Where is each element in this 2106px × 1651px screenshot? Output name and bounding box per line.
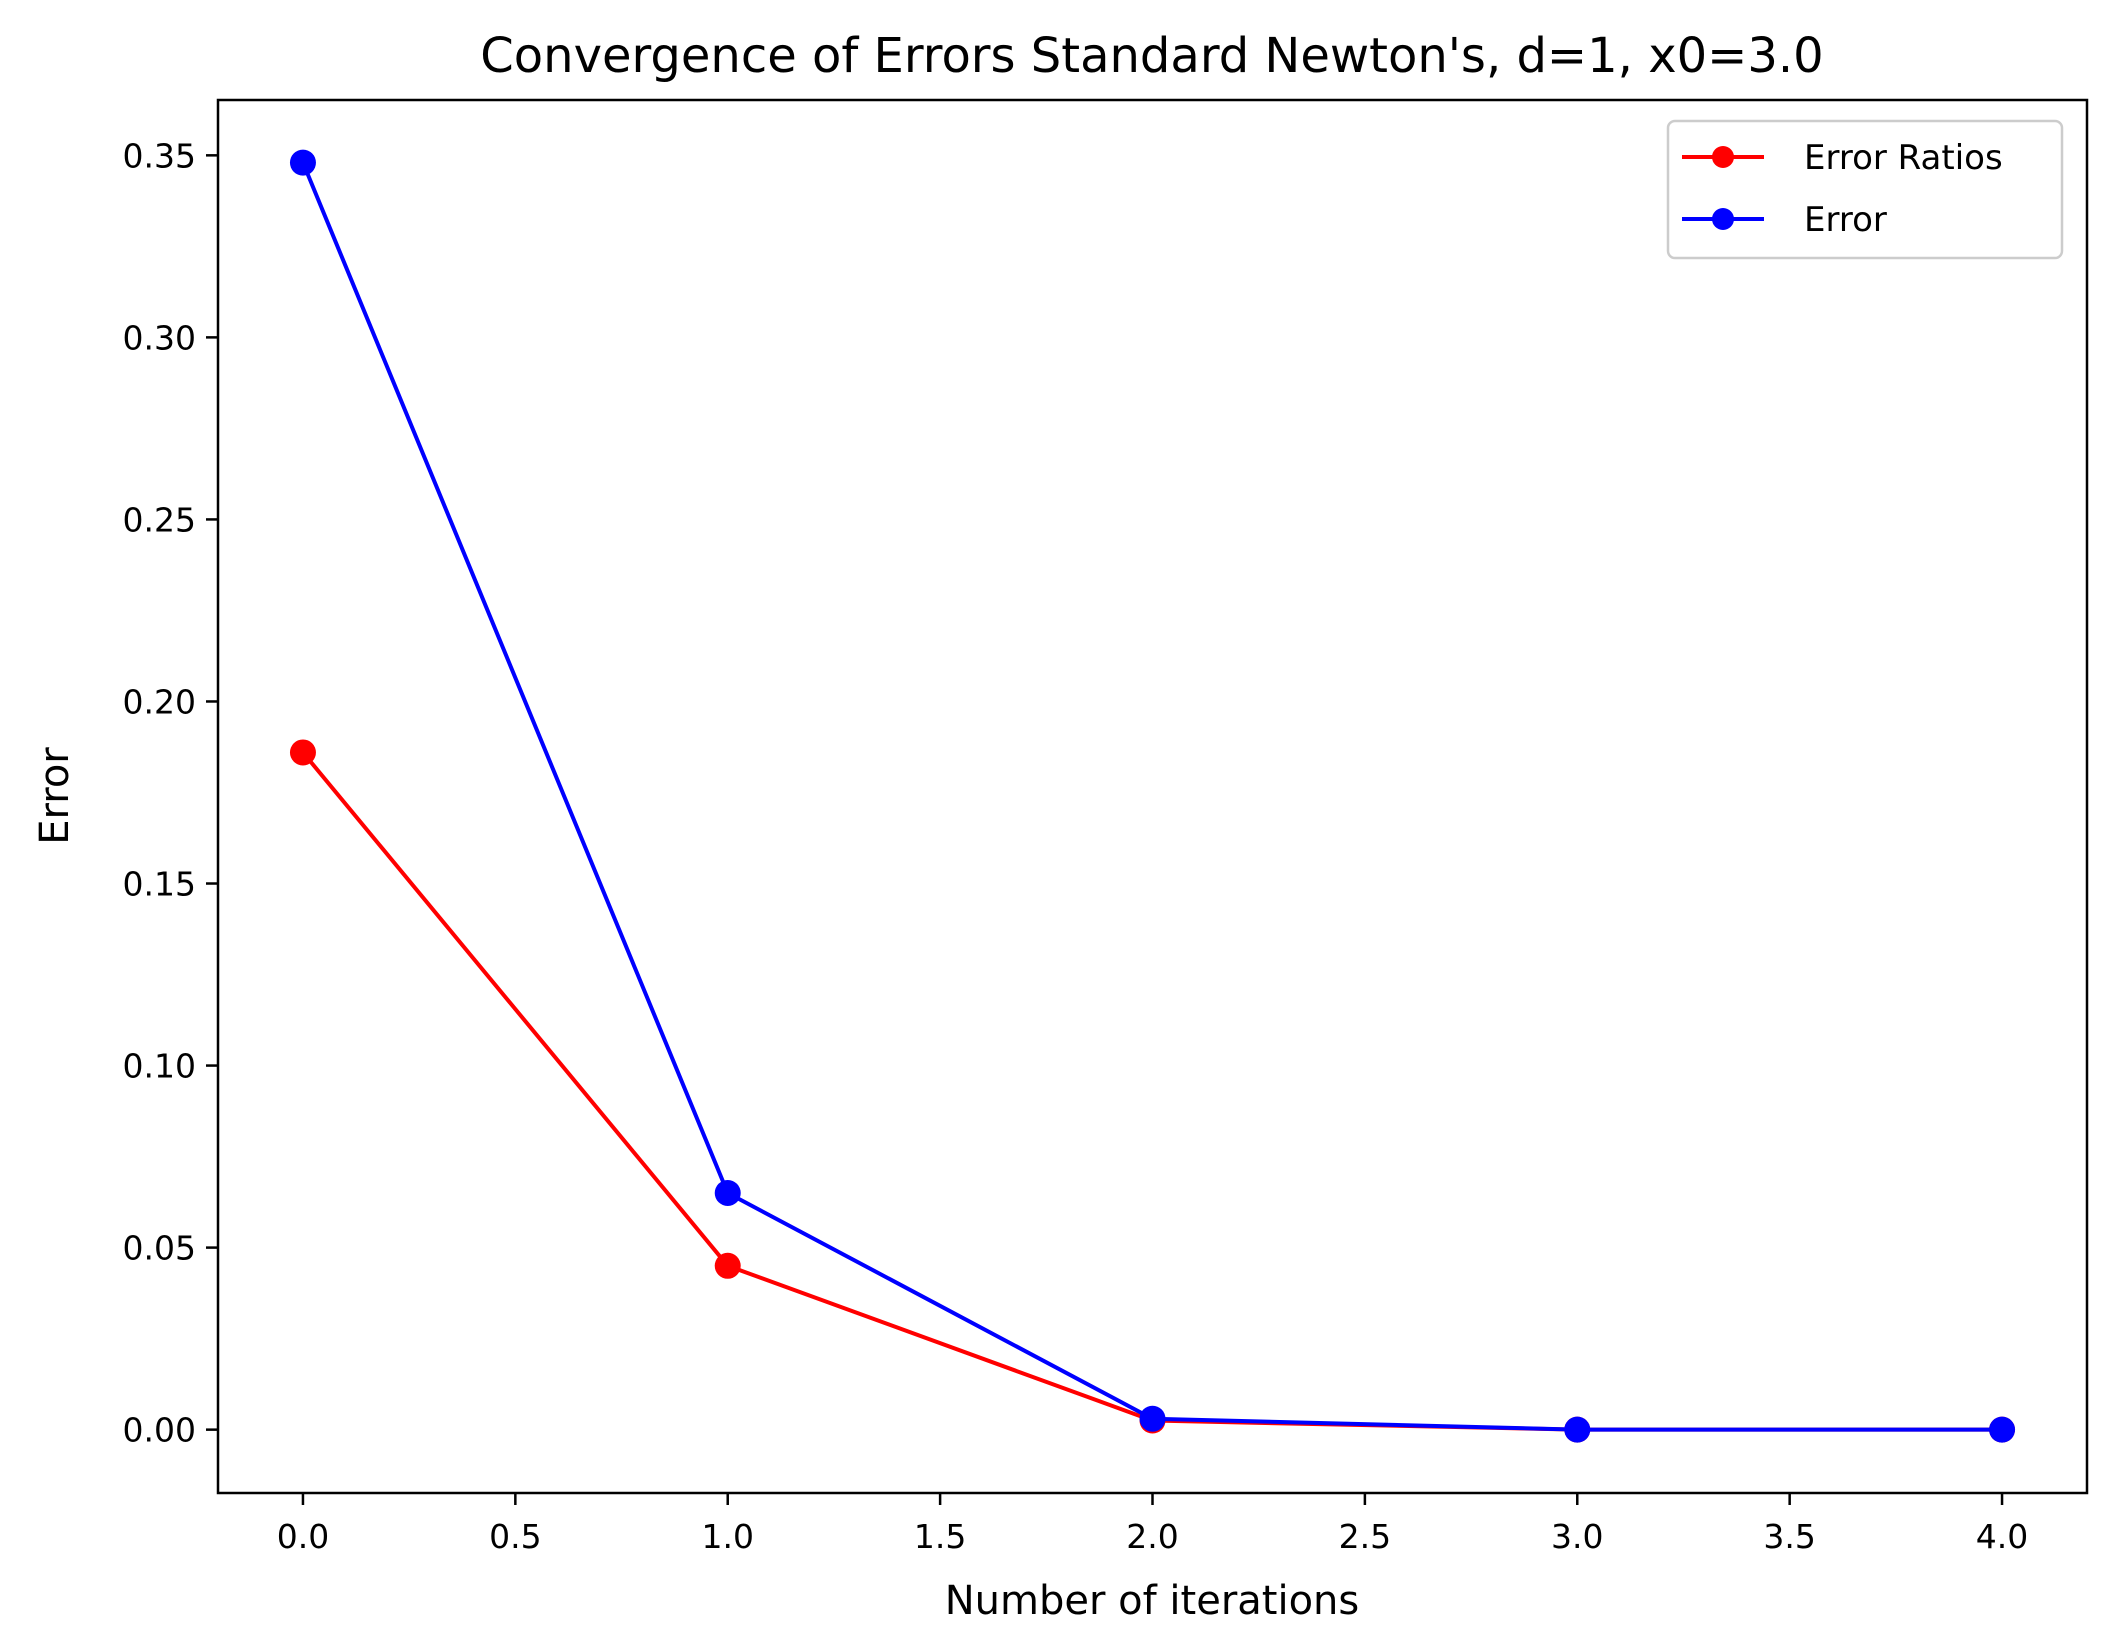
x-tick-label: 0.0 (277, 1517, 329, 1556)
y-tick-label: 0.05 (123, 1229, 196, 1268)
legend-label-error: Error (1804, 200, 1887, 240)
data-point-error (289, 149, 316, 176)
y-axis-label: Error (32, 747, 78, 845)
x-axis-ticks: 0.0 0.5 1.0 1.5 2.0 2.5 3.0 3.5 4.0 (277, 1493, 2028, 1556)
x-tick-label: 1.0 (701, 1517, 753, 1556)
y-tick-label: 0.25 (123, 500, 196, 539)
x-tick-label: 3.5 (1763, 1517, 1815, 1556)
x-axis-label: Number of iterations (945, 1578, 1360, 1624)
legend: Error Ratios Error (1666, 119, 2064, 260)
x-tick-label: 4.0 (1976, 1517, 2028, 1556)
data-point-error (1989, 1416, 2016, 1443)
data-point-error (1564, 1416, 1591, 1443)
y-tick-label: 0.20 (123, 682, 196, 721)
axes-background (218, 100, 2087, 1493)
legend-box (1666, 119, 2064, 260)
axes-frame (216, 98, 2089, 1495)
y-tick-label: 0.00 (123, 1411, 196, 1450)
legend-entry-error-ratios: Error Ratios (1682, 138, 2003, 178)
data-point-error (1139, 1405, 1166, 1432)
y-tick-label: 0.30 (123, 318, 196, 357)
y-tick-label: 0.35 (123, 136, 196, 175)
x-tick-label: 3.0 (1551, 1517, 1603, 1556)
x-tick-label: 1.5 (914, 1517, 966, 1556)
legend-marker-error (1712, 208, 1734, 230)
y-tick-label: 0.10 (123, 1047, 196, 1086)
legend-marker-error-ratios (1712, 146, 1734, 168)
y-tick-label: 0.15 (123, 865, 196, 904)
x-tick-label: 0.5 (489, 1517, 541, 1556)
series-error (289, 149, 2016, 1443)
data-point-error-ratios (289, 739, 316, 766)
x-tick-label: 2.5 (1339, 1517, 1391, 1556)
y-axis-ticks: 0.00 0.05 0.10 0.15 0.20 0.25 0.30 0.35 (123, 136, 218, 1450)
x-tick-label: 2.0 (1126, 1517, 1178, 1556)
series-layer (289, 149, 2016, 1443)
legend-label-error-ratios: Error Ratios (1804, 138, 2003, 178)
chart-title: Convergence of Errors Standard Newton's,… (480, 28, 1823, 84)
plot-area: 0.0 0.5 1.0 1.5 2.0 2.5 3.0 3.5 4.0 0.00 0.05 0.10… (123, 98, 2089, 1556)
data-point-error (714, 1179, 741, 1206)
data-point-error-ratios (714, 1252, 741, 1279)
legend-entry-error: Error (1682, 200, 1887, 240)
